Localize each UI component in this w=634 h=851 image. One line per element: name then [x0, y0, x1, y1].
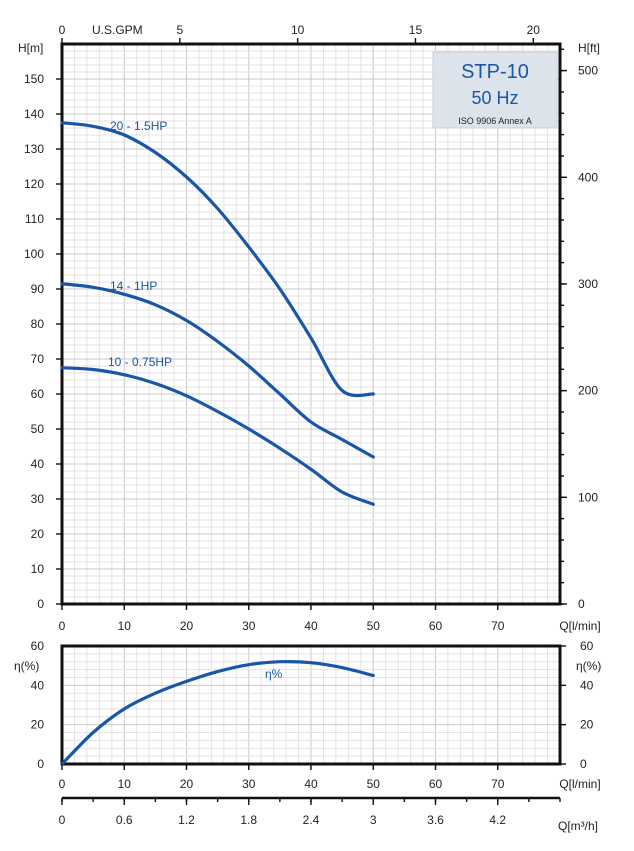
y-tick-label-right: 100	[578, 490, 598, 504]
y-tick-label-left: 40	[31, 457, 45, 471]
y-tick-label-left: 100	[24, 247, 44, 261]
y-tick-label-right: 200	[578, 384, 598, 398]
eff-x-tick-label: 50	[367, 777, 381, 791]
y-tick-label-right: 300	[578, 277, 598, 291]
top-tick-label: 5	[176, 23, 183, 37]
m3h-tick-label: 1.2	[178, 813, 195, 827]
y-tick-label-left: 110	[25, 212, 44, 226]
y-tick-label-left: 80	[31, 317, 45, 331]
efficiency-curve-group: η%	[60, 659, 375, 766]
standard-label: ISO 9906 Annex A	[458, 116, 532, 126]
y-tick-label-left: 70	[31, 352, 45, 366]
y-tick-label-left: 50	[31, 422, 45, 436]
m3h-tick-label: 0	[59, 813, 66, 827]
efficiency-series-label: η%	[265, 667, 283, 681]
y-axis-label-right: H[ft]	[578, 41, 600, 55]
eff-y-axis-label-left: η(%)	[14, 659, 39, 673]
eff-y-tick-label-right: 40	[580, 678, 594, 692]
frequency-label: 50 Hz	[471, 88, 518, 108]
x-tick-label: 70	[491, 619, 505, 633]
title-box: STP-10 50 Hz ISO 9906 Annex A	[432, 51, 558, 129]
series-label: 20 - 1.5HP	[110, 119, 167, 133]
x-tick-label: 40	[304, 619, 318, 633]
x-tick-label: 0	[59, 619, 66, 633]
top-tick-label: 0	[59, 23, 66, 37]
eff-x-tick-label: 60	[429, 777, 443, 791]
eff-x-axis-label: Q[l/min]	[559, 777, 600, 791]
eff-y-tick-label-left: 60	[31, 639, 45, 653]
eff-y-axis-label-right: η(%)	[576, 659, 601, 673]
y-tick-label-right: 400	[578, 170, 598, 184]
series-label: 10 - 0.75HP	[108, 355, 172, 369]
top-tick-label: 10	[291, 23, 305, 37]
y-tick-label-left: 140	[24, 107, 44, 121]
x-tick-label: 30	[242, 619, 256, 633]
x-tick-label: 60	[429, 619, 443, 633]
eff-y-tick-label-left: 0	[37, 757, 44, 771]
eff-y-tick-label-right: 60	[580, 639, 594, 653]
x-tick-label: 10	[118, 619, 132, 633]
eff-x-tick-label: 30	[242, 777, 256, 791]
m3h-tick-label: 1.8	[240, 813, 257, 827]
eff-x-tick-label: 0	[59, 777, 66, 791]
eff-y-tick-label-right: 20	[580, 718, 594, 732]
m3h-tick-label: 0.6	[116, 813, 133, 827]
eff-y-tick-label-right: 0	[580, 757, 587, 771]
eff-x-tick-label: 10	[118, 777, 132, 791]
x-axis-label: Q[l/min]	[559, 619, 600, 633]
model-title: STP-10	[461, 61, 529, 83]
top-tick-label: 15	[409, 23, 423, 37]
y-tick-label-left: 150	[24, 72, 44, 86]
y-tick-label-left: 20	[31, 527, 45, 541]
y-tick-label-left: 30	[31, 492, 45, 506]
y-tick-label-right: 0	[578, 597, 585, 611]
eff-x-tick-label: 20	[180, 777, 194, 791]
eff-x-tick-label: 70	[491, 777, 505, 791]
m3h-tick-label: 4.2	[489, 813, 506, 827]
m3h-tick-label: 3.6	[427, 813, 444, 827]
y-tick-label-left: 0	[37, 597, 44, 611]
y-tick-label-left: 130	[24, 142, 44, 156]
eff-y-tick-label-left: 20	[31, 718, 45, 732]
eff-y-tick-label-left: 40	[31, 678, 45, 692]
head-curve-series	[60, 282, 375, 459]
head-curve-series	[60, 366, 375, 506]
x-tick-label: 20	[180, 619, 194, 633]
y-tick-label-left: 120	[24, 177, 44, 191]
x-tick-label: 50	[367, 619, 381, 633]
efficiency-curve	[60, 659, 375, 766]
title-box-background	[432, 51, 558, 129]
m3h-tick-label: 3	[370, 813, 377, 827]
y-tick-label-left: 90	[31, 282, 45, 296]
m3h-tick-label: 2.4	[303, 813, 320, 827]
head-curves: 20 - 1.5HP 14 - 1HP 10 - 0.75HP	[60, 119, 375, 506]
y-tick-label-left: 60	[31, 387, 45, 401]
m3h-axis-label: Q[m³/h]	[558, 819, 598, 833]
top-axis-label: U.S.GPM	[92, 23, 143, 37]
y-axis-label-left: H[m]	[18, 41, 43, 55]
top-tick-label: 20	[527, 23, 541, 37]
y-tick-label-right: 500	[578, 64, 598, 78]
axis-ticks: 0102030405060708090100110120130140150H[m…	[14, 23, 601, 833]
eff-x-tick-label: 40	[304, 777, 318, 791]
y-tick-label-left: 10	[31, 562, 45, 576]
head-curve-series	[60, 121, 375, 398]
series-label: 14 - 1HP	[110, 279, 157, 293]
